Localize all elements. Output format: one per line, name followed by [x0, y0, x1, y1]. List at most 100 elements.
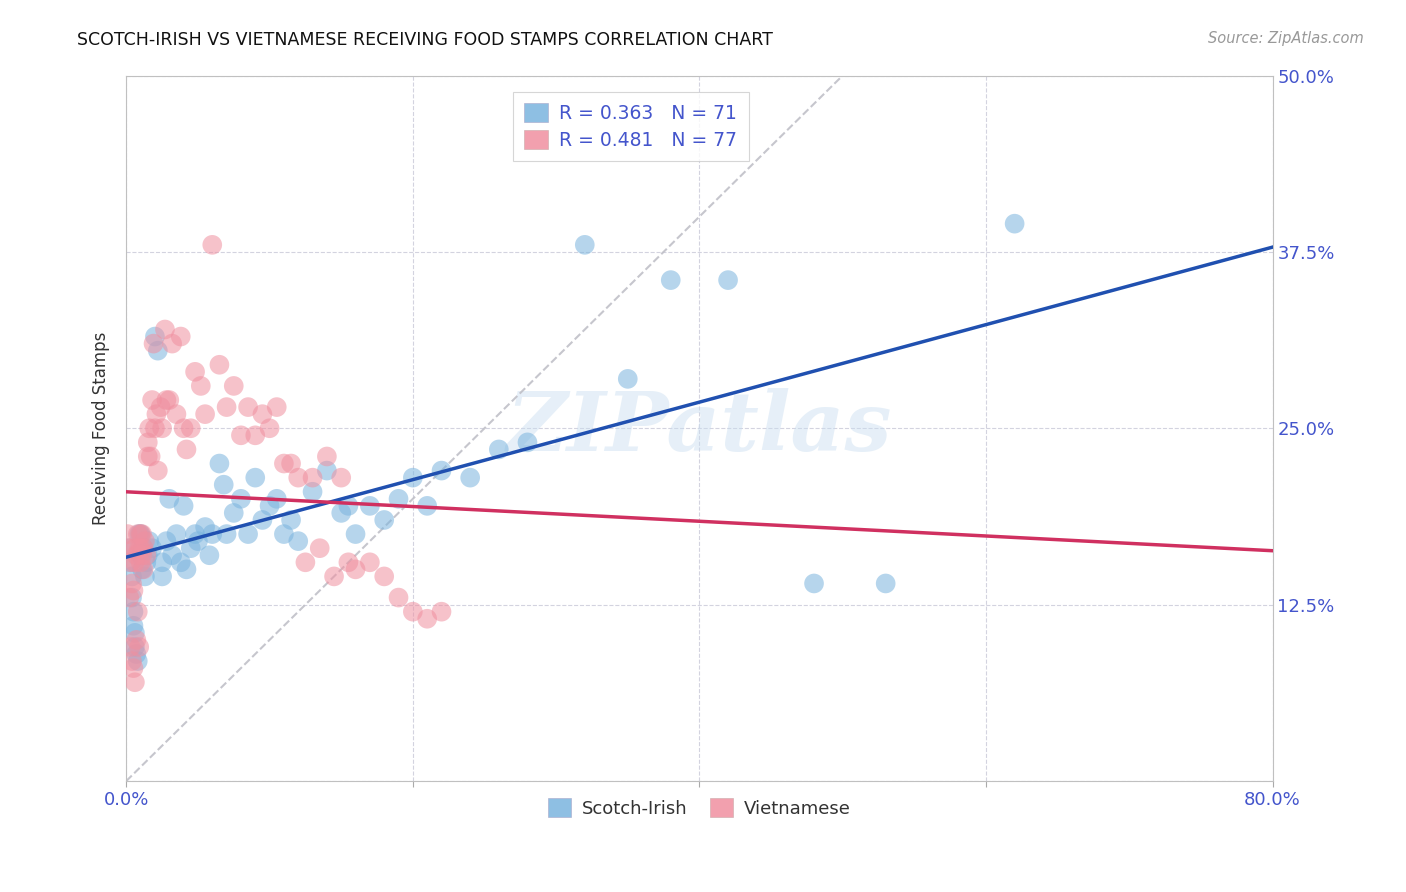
Point — [875, 576, 897, 591]
Point — [416, 499, 439, 513]
Point — [659, 273, 682, 287]
Text: ZIPatlas: ZIPatlas — [506, 388, 893, 468]
Point — [127, 654, 149, 668]
Point — [120, 555, 142, 569]
Point — [142, 336, 165, 351]
Point — [187, 534, 209, 549]
Point — [118, 541, 141, 556]
Point — [121, 591, 143, 605]
Point — [143, 421, 166, 435]
Point — [132, 541, 155, 556]
Point — [184, 365, 207, 379]
Point — [215, 527, 238, 541]
Y-axis label: Receiving Food Stamps: Receiving Food Stamps — [93, 332, 110, 525]
Point — [128, 640, 150, 654]
Point — [402, 470, 425, 484]
Point — [344, 527, 367, 541]
Point — [359, 555, 381, 569]
Point — [315, 450, 337, 464]
Point — [215, 400, 238, 414]
Point — [344, 562, 367, 576]
Point — [124, 640, 146, 654]
Point — [129, 527, 152, 541]
Point — [245, 470, 267, 484]
Point — [157, 491, 180, 506]
Point — [135, 555, 157, 569]
Point — [315, 464, 337, 478]
Point — [122, 605, 145, 619]
Point — [208, 358, 231, 372]
Point — [122, 619, 145, 633]
Point — [141, 541, 163, 556]
Point — [330, 506, 353, 520]
Point — [212, 477, 235, 491]
Text: SCOTCH-IRISH VS VIETNAMESE RECEIVING FOOD STAMPS CORRELATION CHART: SCOTCH-IRISH VS VIETNAMESE RECEIVING FOO… — [77, 31, 773, 49]
Point — [146, 464, 169, 478]
Point — [136, 548, 159, 562]
Point — [131, 562, 153, 576]
Point — [266, 491, 288, 506]
Point — [129, 555, 152, 569]
Point — [120, 555, 142, 569]
Point — [402, 605, 425, 619]
Point — [387, 491, 409, 506]
Point — [229, 428, 252, 442]
Point — [222, 506, 245, 520]
Point — [128, 541, 150, 556]
Point — [301, 484, 323, 499]
Point — [273, 457, 295, 471]
Point — [170, 329, 193, 343]
Point — [294, 555, 316, 569]
Point — [236, 527, 259, 541]
Point — [160, 548, 183, 562]
Point — [134, 534, 156, 549]
Point — [229, 491, 252, 506]
Point — [157, 392, 180, 407]
Point — [118, 541, 141, 556]
Point — [170, 555, 193, 569]
Point — [387, 591, 409, 605]
Point — [124, 625, 146, 640]
Point — [141, 392, 163, 407]
Point — [287, 470, 309, 484]
Point — [118, 591, 141, 605]
Point — [129, 541, 152, 556]
Point — [134, 569, 156, 583]
Point — [155, 534, 177, 549]
Point — [132, 562, 155, 576]
Point — [180, 421, 202, 435]
Point — [488, 442, 510, 457]
Point — [373, 569, 395, 583]
Point — [245, 428, 267, 442]
Point — [208, 457, 231, 471]
Point — [184, 527, 207, 541]
Point — [124, 675, 146, 690]
Point — [717, 273, 740, 287]
Point — [173, 421, 195, 435]
Point — [146, 343, 169, 358]
Point — [150, 421, 173, 435]
Point — [165, 527, 187, 541]
Point — [301, 470, 323, 484]
Point — [127, 605, 149, 619]
Point — [190, 379, 212, 393]
Point — [121, 654, 143, 668]
Point — [803, 576, 825, 591]
Point — [128, 527, 150, 541]
Point — [236, 400, 259, 414]
Point — [201, 237, 224, 252]
Point — [458, 470, 481, 484]
Point — [120, 640, 142, 654]
Point — [359, 499, 381, 513]
Point — [143, 329, 166, 343]
Point — [337, 499, 360, 513]
Point — [173, 499, 195, 513]
Point — [124, 541, 146, 556]
Point — [252, 407, 274, 421]
Point — [280, 513, 302, 527]
Point — [616, 372, 638, 386]
Point — [132, 541, 155, 556]
Point — [155, 392, 177, 407]
Point — [165, 407, 187, 421]
Point — [1004, 217, 1026, 231]
